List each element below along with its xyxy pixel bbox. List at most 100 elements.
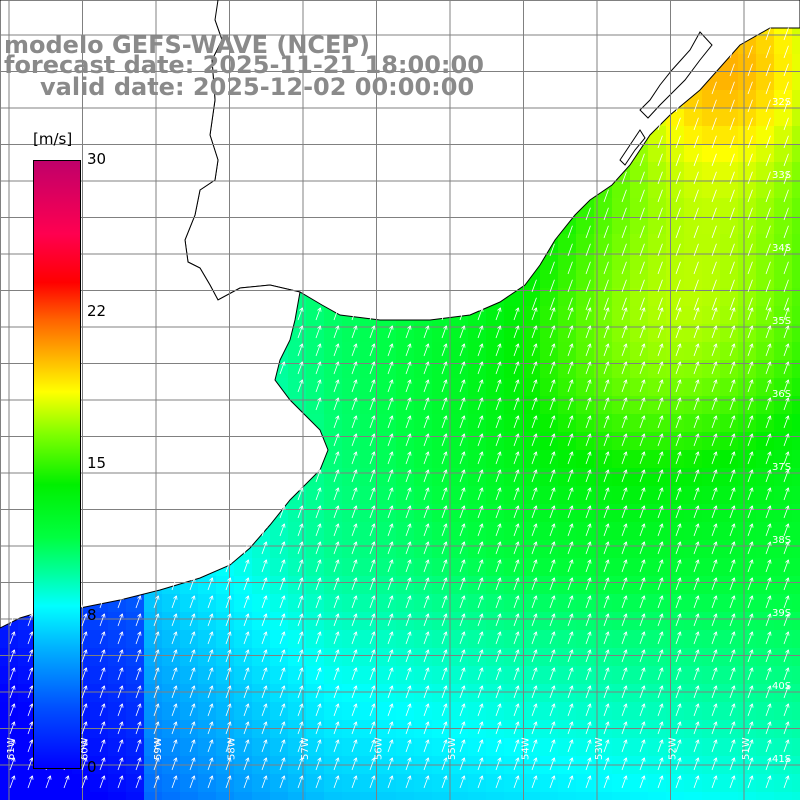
- speed-cell: [612, 486, 631, 505]
- wind-arrow: [315, 325, 322, 339]
- wind-arrow: [387, 487, 394, 501]
- speed-cell: [666, 774, 685, 793]
- wind-arrow: [333, 613, 340, 627]
- wind-arrow: [621, 325, 628, 339]
- speed-cell: [648, 162, 667, 181]
- speed-cell: [414, 324, 433, 343]
- wind-arrow: [567, 487, 574, 501]
- speed-cell: [432, 666, 451, 685]
- speed-cell: [576, 684, 595, 703]
- speed-cell: [738, 252, 757, 271]
- wind-arrow: [567, 739, 574, 753]
- speed-cell: [648, 702, 667, 721]
- speed-cell: [540, 630, 559, 649]
- speed-cell: [666, 684, 685, 703]
- speed-cell: [648, 666, 667, 685]
- lon-label: 55W: [447, 737, 458, 760]
- wind-arrow: [405, 685, 412, 699]
- speed-cell: [792, 612, 800, 631]
- wind-arrow: [9, 631, 16, 645]
- wind-arrow: [459, 505, 466, 519]
- speed-cell: [504, 378, 523, 397]
- speed-cell: [630, 306, 649, 325]
- wind-arrow: [333, 595, 340, 609]
- wind-arrow: [729, 451, 736, 465]
- speed-cell: [414, 666, 433, 685]
- lat-label: 40S: [772, 681, 791, 692]
- speed-cell: [756, 792, 775, 800]
- wind-arrow: [585, 649, 592, 663]
- speed-cell: [612, 792, 631, 800]
- wind-arrow: [513, 721, 520, 735]
- speed-cell: [504, 720, 523, 739]
- wind-arrow: [783, 577, 790, 591]
- speed-cell: [738, 270, 757, 289]
- speed-cell: [360, 486, 379, 505]
- wind-arrow: [531, 667, 538, 681]
- wind-arrow: [351, 307, 358, 321]
- wind-arrow: [549, 595, 556, 609]
- speed-cell: [90, 666, 109, 685]
- speed-cell: [126, 720, 145, 739]
- speed-cell: [738, 684, 757, 703]
- speed-cell: [540, 504, 559, 523]
- wind-arrow: [441, 325, 448, 339]
- wind-arrow: [297, 649, 304, 663]
- speed-cell: [630, 720, 649, 739]
- speed-cell: [630, 630, 649, 649]
- speed-cell: [702, 738, 721, 757]
- speed-cell: [630, 432, 649, 451]
- speed-cell: [540, 414, 559, 433]
- wind-arrow: [243, 739, 250, 753]
- wind-arrow: [333, 361, 340, 375]
- wind-arrow: [693, 379, 700, 393]
- wind-arrow: [405, 631, 412, 645]
- speed-cell: [342, 738, 361, 757]
- speed-cell: [432, 702, 451, 721]
- wind-arrow: [585, 703, 592, 717]
- wind-arrow: [765, 649, 772, 663]
- speed-cell: [414, 378, 433, 397]
- wind-arrow: [387, 379, 394, 393]
- wind-arrow: [441, 415, 448, 429]
- speed-cell: [774, 342, 793, 361]
- speed-cell: [360, 630, 379, 649]
- wind-vectors: [9, 27, 790, 789]
- wind-arrow: [279, 739, 286, 753]
- speed-cell: [612, 612, 631, 631]
- speed-cell: [342, 540, 361, 559]
- speed-cell: [198, 684, 217, 703]
- speed-cell: [324, 558, 343, 577]
- speed-cell: [216, 612, 235, 631]
- wind-arrow: [81, 613, 88, 627]
- wind-arrow: [207, 631, 214, 645]
- speed-cell: [504, 414, 523, 433]
- wind-arrow: [585, 613, 592, 627]
- wind-arrow: [405, 325, 412, 339]
- wind-arrow: [81, 631, 88, 645]
- wind-arrow: [783, 685, 790, 699]
- speed-cell: [252, 630, 271, 649]
- speed-cell: [576, 504, 595, 523]
- speed-cell: [378, 648, 397, 667]
- speed-cell: [756, 738, 775, 757]
- wind-arrow: [603, 559, 610, 573]
- wind-arrow: [729, 703, 736, 717]
- speed-cell: [288, 774, 307, 793]
- speed-cell: [648, 684, 667, 703]
- wind-arrow: [297, 739, 304, 753]
- wind-arrow: [441, 667, 448, 681]
- speed-cell: [792, 234, 800, 253]
- speed-cell: [774, 198, 793, 217]
- speed-cell: [540, 306, 559, 325]
- wind-arrow: [459, 649, 466, 663]
- speed-cell: [576, 252, 595, 271]
- speed-cell: [450, 486, 469, 505]
- speed-cell: [576, 324, 595, 343]
- wind-arrow: [549, 433, 556, 447]
- speed-cell: [486, 702, 505, 721]
- speed-cell: [234, 792, 253, 800]
- wind-arrow: [459, 703, 466, 717]
- speed-cell: [342, 684, 361, 703]
- wind-arrow: [351, 721, 358, 735]
